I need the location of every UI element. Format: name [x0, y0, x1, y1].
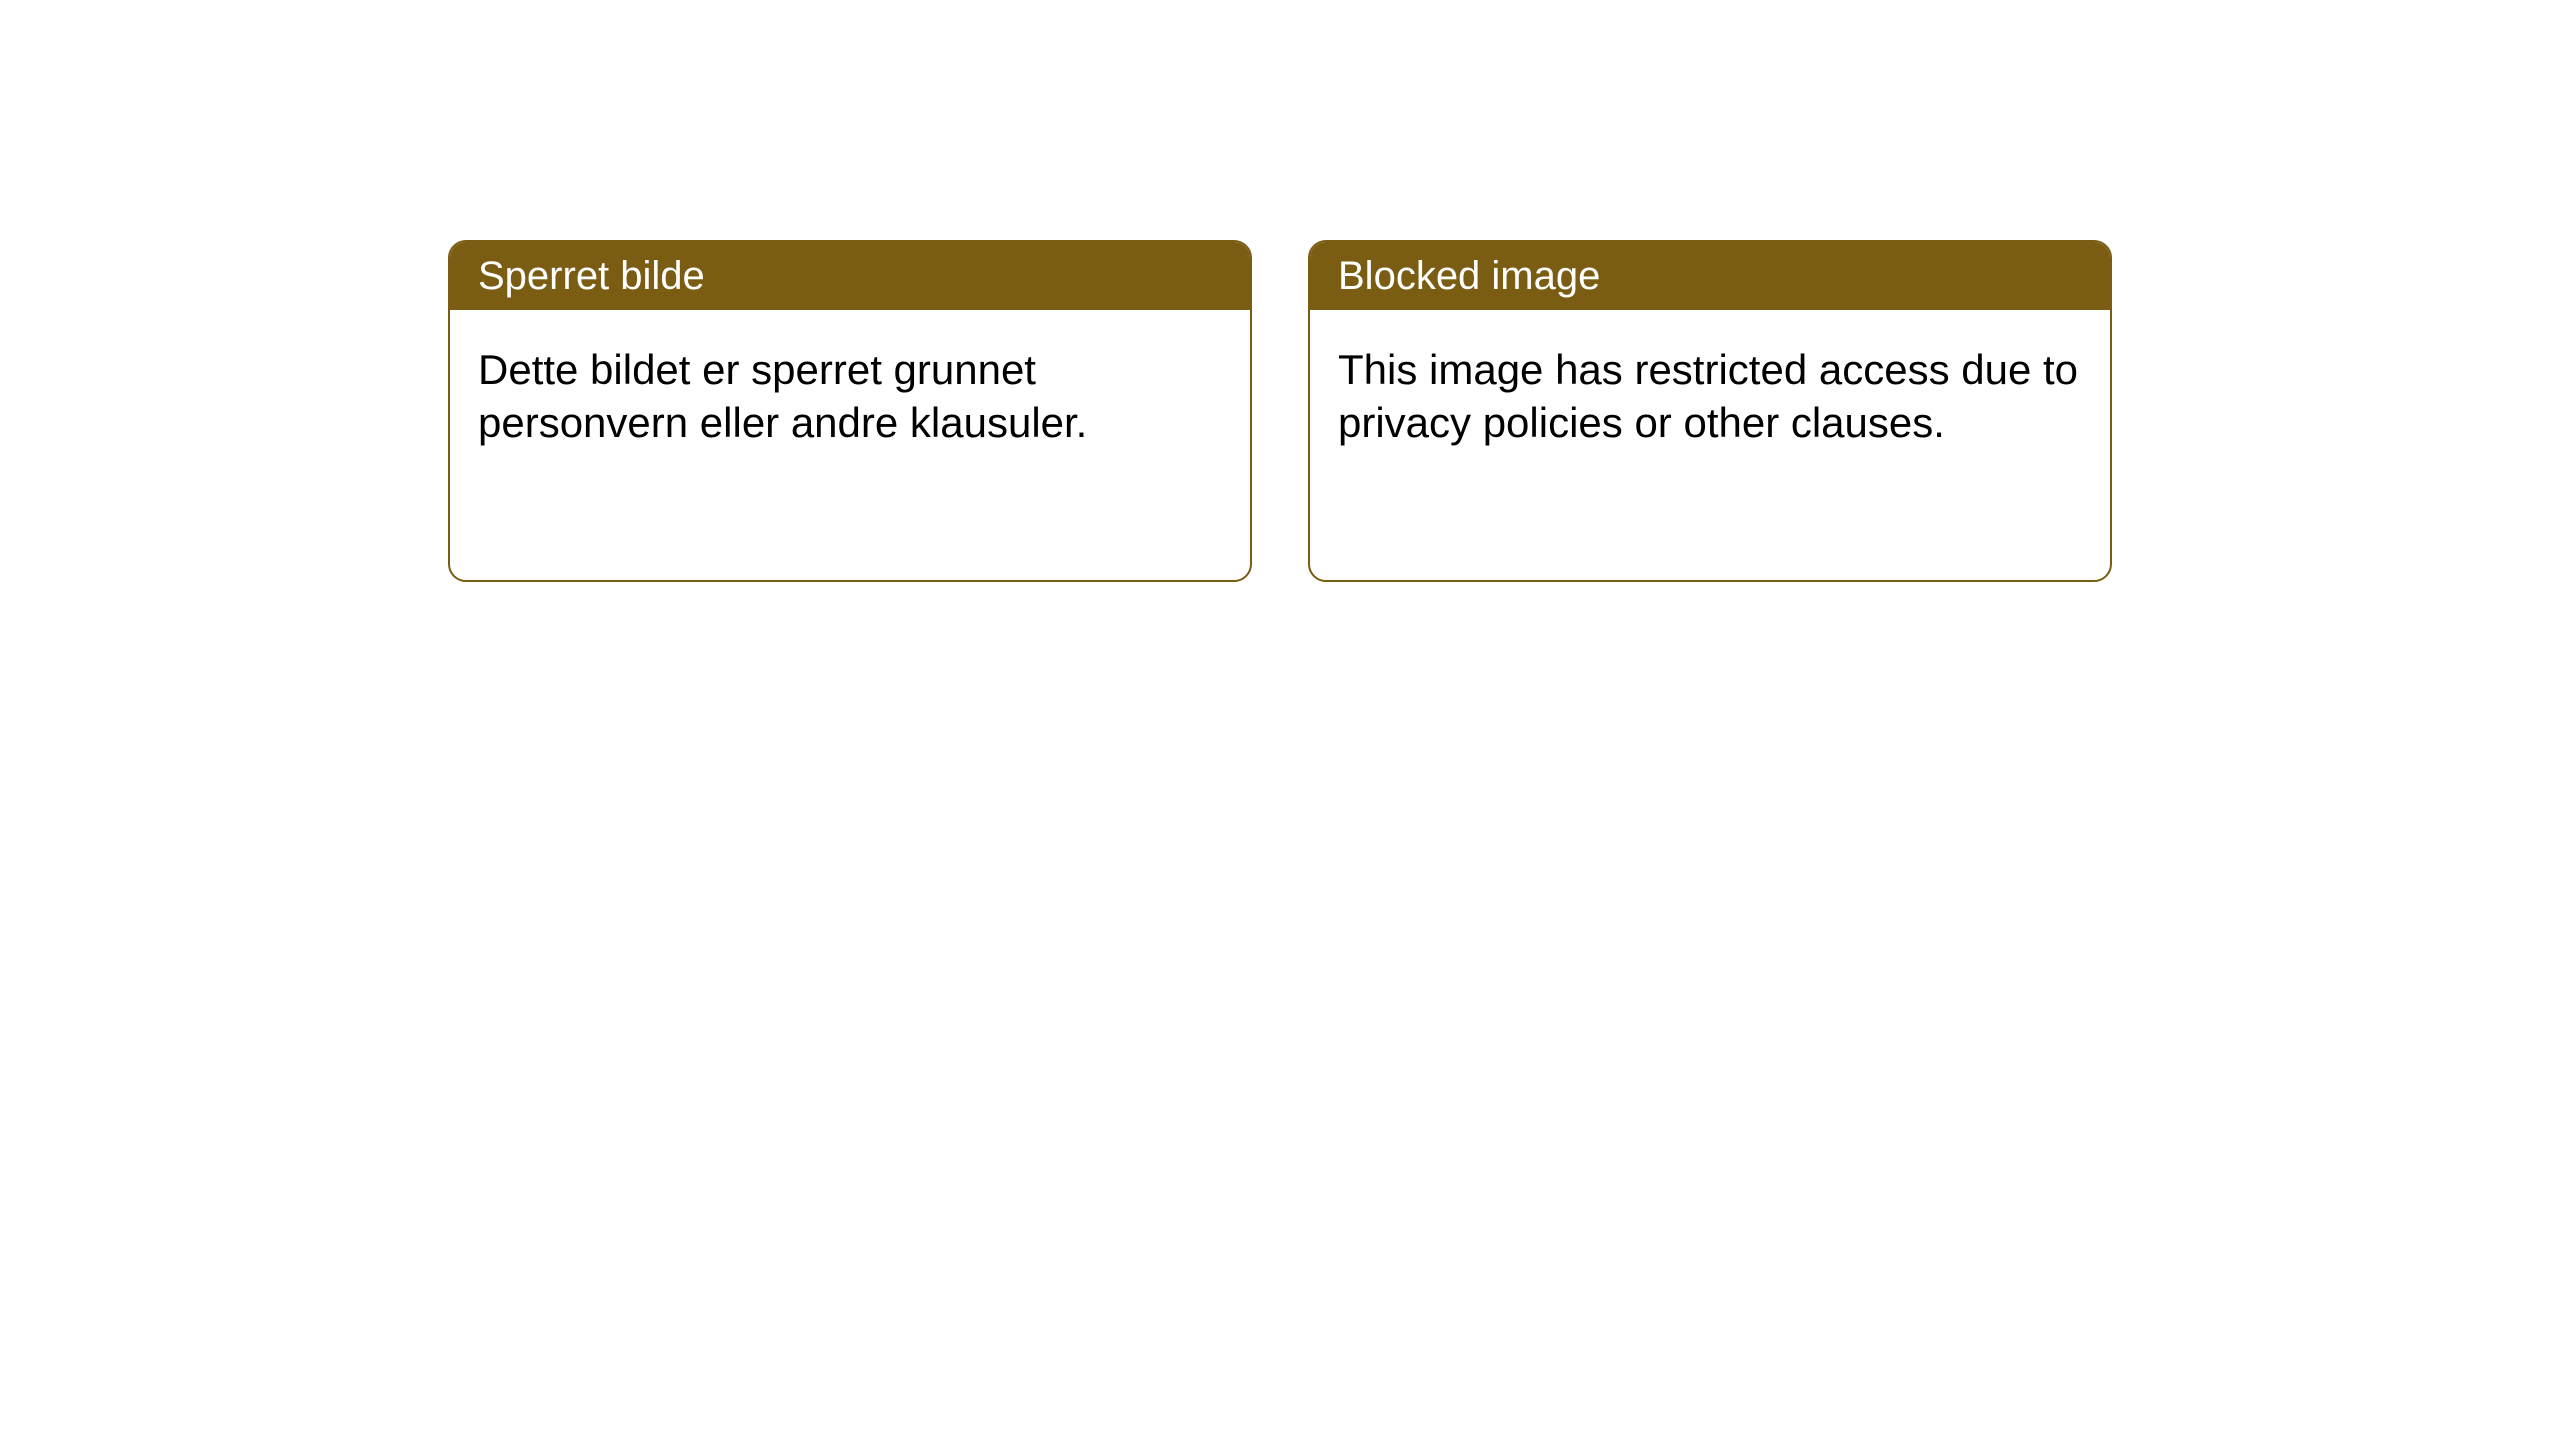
- blocked-image-card-norwegian: Sperret bilde Dette bildet er sperret gr…: [448, 240, 1252, 582]
- card-header-english: Blocked image: [1310, 242, 2110, 310]
- card-header-norwegian: Sperret bilde: [450, 242, 1250, 310]
- card-body-norwegian: Dette bildet er sperret grunnet personve…: [450, 310, 1250, 580]
- blocked-image-card-english: Blocked image This image has restricted …: [1308, 240, 2112, 582]
- notice-cards-container: Sperret bilde Dette bildet er sperret gr…: [448, 240, 2112, 582]
- card-body-english: This image has restricted access due to …: [1310, 310, 2110, 580]
